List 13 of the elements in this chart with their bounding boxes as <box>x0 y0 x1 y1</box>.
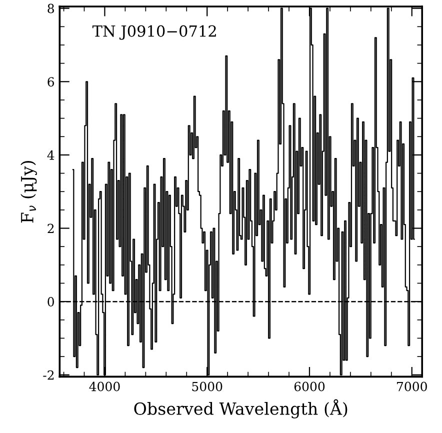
x-axis-title: Observed Wavelength (Å) <box>134 399 348 418</box>
y-tick-label: 8 <box>48 4 54 14</box>
y-tick-label: 4 <box>47 150 54 160</box>
x-tick-label: 7000 <box>397 382 427 392</box>
y-tick-label: -2 <box>43 370 54 380</box>
y-tick-label: 0 <box>48 297 54 306</box>
y-tick-label: 2 <box>48 224 54 234</box>
y-axis-title: F$_{ν}$ (μJy) <box>20 160 37 223</box>
x-tick-label: 6000 <box>294 382 325 392</box>
x-tick-label: 4000 <box>89 382 120 392</box>
x-tick-label: 5000 <box>192 382 222 392</box>
y-tick-label: 6 <box>48 77 54 87</box>
annotation: TN J0910−0712 <box>92 25 216 40</box>
